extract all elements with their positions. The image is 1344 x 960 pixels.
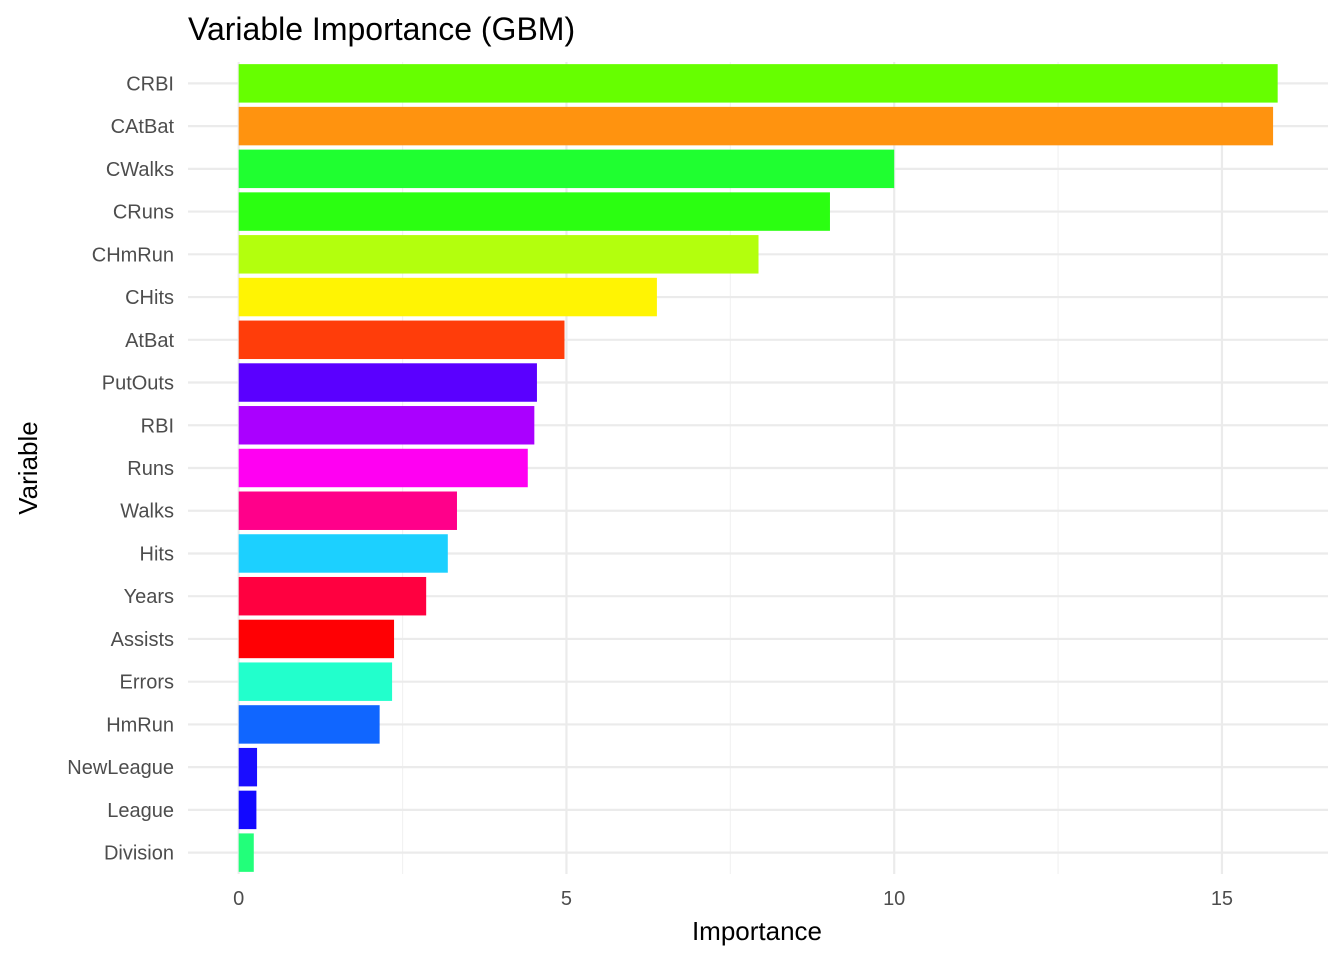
y-tick-label: Years [124, 586, 174, 608]
y-tick-label: CRuns [113, 202, 174, 224]
y-tick-label: Walks [120, 501, 174, 523]
x-tick-label: 10 [883, 888, 905, 910]
y-tick-label: CHmRun [92, 244, 174, 266]
y-tick-label: AtBat [125, 330, 174, 352]
bar-chits [238, 277, 657, 317]
y-tick-label: CAtBat [111, 116, 175, 138]
x-tick-label: 5 [561, 888, 572, 910]
y-tick-label: Hits [140, 543, 174, 565]
bar-putouts [238, 363, 537, 402]
bar-rbi [238, 406, 535, 445]
bar-cruns [238, 192, 830, 231]
y-tick-label: League [107, 800, 174, 822]
bar-crbi [238, 64, 1278, 103]
bar-hits [238, 534, 448, 573]
x-tick-label: 15 [1211, 888, 1233, 910]
y-tick-label: NewLeague [67, 757, 174, 779]
bar-atbat [238, 320, 565, 360]
y-axis-tick-labels: CRBI CAtBat CWalks CRuns CHmRun CHits AtBat Put… [67, 73, 174, 864]
bar-hmrun [238, 705, 380, 744]
y-tick-label: CWalks [106, 159, 174, 181]
bar-newleague [238, 747, 258, 787]
chart-title: Variable Importance (GBM) [188, 11, 575, 47]
y-tick-label: Runs [127, 458, 174, 480]
bar-league [238, 790, 257, 830]
bar-cwalks [238, 149, 895, 189]
bar-chmrun [238, 235, 759, 274]
y-tick-label: Division [104, 843, 174, 865]
bar-walks [238, 491, 457, 530]
bar-runs [238, 448, 528, 488]
y-tick-label: CHits [125, 287, 174, 309]
x-tick-label: 0 [233, 888, 244, 910]
y-tick-label: HmRun [106, 714, 174, 736]
y-tick-label: PutOuts [102, 373, 174, 395]
bar-errors [238, 662, 393, 701]
bar-assists [238, 619, 395, 659]
bar-years [238, 576, 427, 616]
x-axis-title: Importance [692, 916, 822, 946]
y-tick-label: Assists [111, 629, 174, 651]
x-axis-tick-labels: 0 5 10 15 [233, 888, 1233, 910]
bar-catbat [238, 106, 1274, 146]
bar-division [238, 833, 254, 872]
y-axis-title: Variable [13, 421, 43, 514]
y-tick-label: Errors [120, 672, 174, 694]
bars [238, 64, 1278, 872]
y-tick-label: CRBI [126, 73, 174, 95]
y-tick-label: RBI [141, 415, 174, 437]
